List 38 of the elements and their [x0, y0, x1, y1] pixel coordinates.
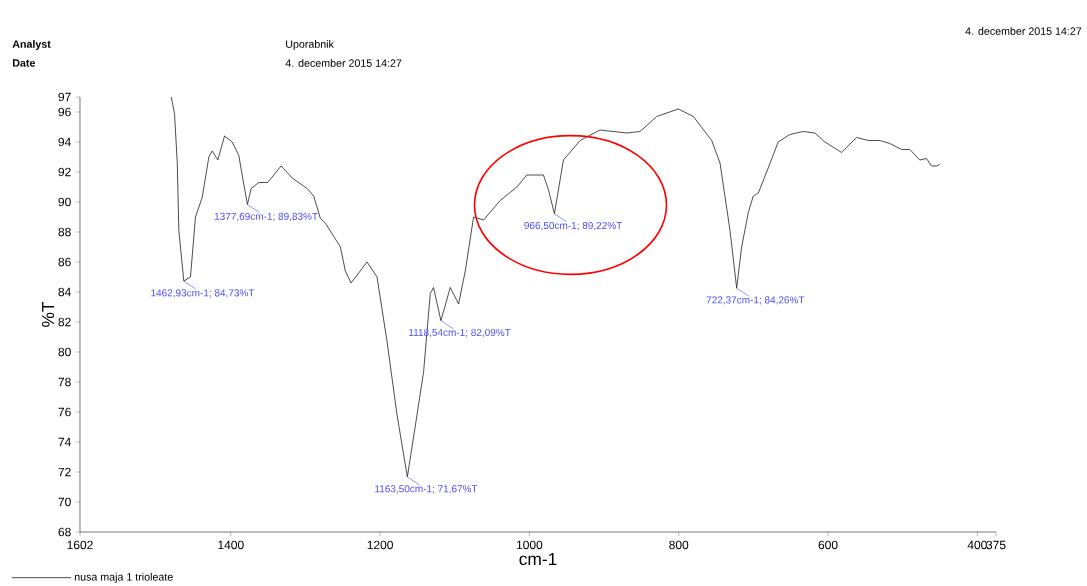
y-tick-label: 92 [58, 167, 71, 177]
x-tick-label: 1000 [516, 540, 543, 550]
y-tick-label: 97 [58, 92, 71, 102]
annotation: 1462,93cm-1; 84,73%T [151, 289, 255, 298]
y-tick-label: 88 [58, 227, 71, 237]
x-tick-label: 375 [986, 540, 1006, 550]
y-tick-label: 90 [58, 197, 71, 207]
text: Date [12, 59, 36, 67]
y-tick-label: 76 [58, 407, 71, 417]
y-tick-label: 96 [58, 107, 71, 117]
x-axis-title: cm-1 [519, 553, 557, 566]
y-tick-label: 86 [58, 257, 71, 267]
text: 4. december 2015 14:27 [965, 27, 1082, 35]
y-tick-label: 78 [58, 377, 71, 387]
x-tick-label: 1400 [218, 540, 244, 550]
annotation: 1377,69cm-1; 89,83%T [214, 212, 318, 222]
text: Uporabnik [286, 40, 334, 50]
y-tick-label: 84 [58, 287, 71, 297]
y-tick-label: 70 [58, 497, 71, 507]
text: 4. december 2015 14:27 [285, 59, 402, 67]
annotation: 722,37cm-1; 84,26%T [706, 296, 805, 305]
annotation: 1118,54cm-1; 82,09%T [409, 328, 511, 338]
y-tick-label: 82 [58, 317, 71, 327]
x-tick-label: 1602 [67, 540, 93, 550]
y-tick-label: 94 [58, 137, 71, 147]
x-tick-label: 600 [818, 540, 838, 550]
annotation: 966,50cm-1; 89,22%T [524, 221, 623, 231]
y-axis-title: %T [41, 301, 55, 327]
annotation: 1163,50cm-1; 71,67%T [375, 485, 478, 494]
y-tick-label: 72 [58, 467, 71, 477]
y-tick-label: 74 [58, 437, 71, 447]
x-tick-label: 400 [967, 540, 987, 550]
y-tick-label: 80 [58, 347, 71, 357]
x-tick-label: 1200 [367, 540, 393, 550]
x-tick-label: 800 [669, 540, 689, 550]
text: nusa maja 1 trioleate [74, 572, 173, 583]
text: Analyst [12, 40, 51, 50]
y-tick-label: 68 [58, 527, 71, 537]
